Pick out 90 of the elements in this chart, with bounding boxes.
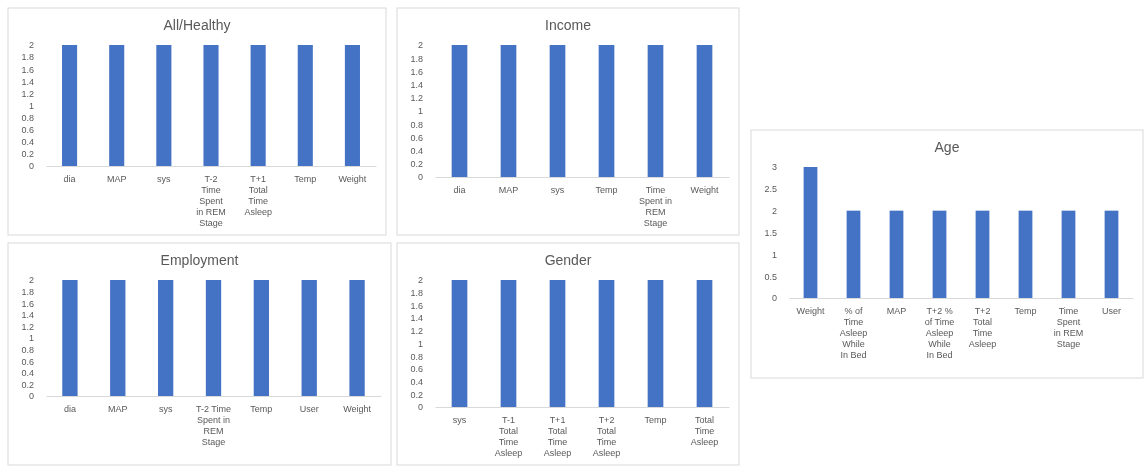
x-tick-label: dia <box>63 174 76 184</box>
x-tick-label: Temp <box>595 185 618 195</box>
x-tick-label: T-1 Total Time Asleep <box>494 415 523 458</box>
x-tick-label: T-2 Time Spent in REM Stage <box>195 404 232 447</box>
y-tick-label: 1.2 <box>410 93 423 104</box>
chart-title: Gender <box>544 252 592 268</box>
x-tick-label: MAP <box>106 174 127 184</box>
x-tick-label: Temp <box>644 415 667 425</box>
x-tick-label: sys <box>157 174 172 184</box>
x-tick-label: Time Spent in REM Stage <box>1053 306 1084 349</box>
x-tick-label: T+2 % of Time Asleep While In Bed <box>924 306 955 360</box>
y-tick-label: 2.5 <box>764 184 777 195</box>
y-tick-label: 0.4 <box>21 368 34 379</box>
y-tick-label: 0.8 <box>21 344 34 355</box>
x-tick-label: T+1 Total Time Asleep <box>244 174 272 217</box>
y-tick-label: 3 <box>771 162 777 173</box>
y-tick-label: 1.8 <box>21 52 34 63</box>
y-tick-label: 1.6 <box>410 66 423 77</box>
x-tick-label: Temp <box>250 404 273 414</box>
y-tick-label: 1.8 <box>410 53 423 64</box>
y-tick-label: 1.6 <box>21 64 34 75</box>
y-tick-label: 1 <box>28 333 34 344</box>
y-tick-label: 1.4 <box>410 313 423 324</box>
y-tick-label: 0 <box>771 293 777 304</box>
y-tick-label: 2 <box>417 40 423 51</box>
y-tick-label: 0.5 <box>764 271 777 282</box>
y-tick-label: 0.6 <box>410 132 423 143</box>
x-tick-label: sys <box>550 185 565 195</box>
x-tick-label: MAP <box>886 306 907 316</box>
y-tick-label: 1.4 <box>21 310 34 321</box>
y-tick-label: 1 <box>417 338 423 349</box>
y-tick-label: 1 <box>771 249 777 260</box>
y-tick-label: 0 <box>28 161 34 172</box>
y-tick-label: 0.8 <box>410 351 423 362</box>
y-tick-label: 2 <box>771 206 777 217</box>
x-tick-label: Weight <box>338 174 367 184</box>
y-tick-label: 1.4 <box>410 79 423 90</box>
y-tick-label: 2 <box>417 275 423 286</box>
x-tick-label: Time Spent in REM Stage <box>638 185 673 228</box>
y-tick-label: 0.6 <box>21 356 34 367</box>
y-tick-label: 0.8 <box>410 119 423 130</box>
x-tick-label: User <box>299 404 319 414</box>
y-tick-label: 1.5 <box>764 227 777 238</box>
y-tick-label: 0.4 <box>410 145 423 156</box>
y-tick-label: 1.8 <box>410 288 423 299</box>
x-tick-label: MAP <box>108 404 128 414</box>
chart-title: Employment <box>160 252 239 268</box>
y-tick-label: 1.2 <box>21 88 34 99</box>
chart-title: Income <box>545 17 592 33</box>
y-tick-label: 1.2 <box>410 326 423 337</box>
chart-title: All/Healthy <box>163 17 231 33</box>
y-tick-label: 1.2 <box>21 321 34 332</box>
x-tick-label: Weight <box>796 306 825 316</box>
y-tick-label: 0.6 <box>21 125 34 136</box>
x-tick-label: dia <box>453 185 466 195</box>
x-tick-label: dia <box>63 404 76 414</box>
x-tick-label: T+2 Total Time Asleep <box>968 306 997 349</box>
y-tick-label: 1.4 <box>21 76 34 87</box>
x-tick-label: MAP <box>498 185 519 195</box>
x-tick-label: % of Time Asleep While In Bed <box>839 306 868 360</box>
y-tick-label: 0.2 <box>410 159 423 170</box>
y-tick-label: 2 <box>28 275 34 286</box>
x-tick-label: Weight <box>690 185 719 195</box>
y-tick-label: 0.2 <box>21 149 34 160</box>
x-tick-label: User <box>1101 306 1122 316</box>
x-tick-label: T-2 Time Spent in REM Stage <box>196 174 226 228</box>
y-tick-label: 0.2 <box>410 389 423 400</box>
x-tick-label: sys <box>452 415 467 425</box>
y-tick-label: 0 <box>417 172 423 183</box>
y-tick-label: 0 <box>28 391 34 402</box>
y-tick-label: 0.8 <box>21 112 34 123</box>
y-tick-label: 0.6 <box>410 364 423 375</box>
x-tick-label: Temp <box>294 174 317 184</box>
y-tick-label: 0.4 <box>410 376 423 387</box>
y-tick-label: 0.4 <box>21 137 34 148</box>
chart-title: Age <box>934 139 960 155</box>
y-tick-label: 1 <box>28 100 34 111</box>
y-tick-label: 1.6 <box>21 298 34 309</box>
y-tick-label: 1.8 <box>21 286 34 297</box>
x-tick-label: sys <box>158 404 173 414</box>
y-tick-label: 0.2 <box>21 379 34 390</box>
y-tick-label: 1.6 <box>410 300 423 311</box>
y-tick-label: 2 <box>28 40 34 51</box>
y-tick-label: 0 <box>417 402 423 413</box>
x-tick-label: Total Time Asleep <box>690 415 719 447</box>
x-tick-label: T+1 Total Time Asleep <box>543 415 572 458</box>
x-tick-label: Temp <box>1014 306 1037 316</box>
y-tick-label: 1 <box>417 106 423 117</box>
x-tick-label: Weight <box>343 404 372 414</box>
x-tick-label: T+2 Total Time Asleep <box>592 415 621 458</box>
